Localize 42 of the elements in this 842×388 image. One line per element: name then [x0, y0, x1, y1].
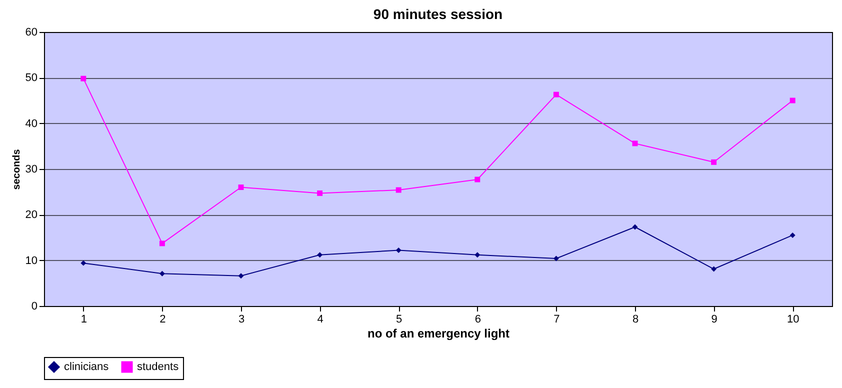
point — [317, 190, 323, 196]
y-tick-label: 20 — [25, 209, 38, 222]
point — [553, 256, 559, 262]
point — [632, 224, 638, 230]
legend-label: students — [137, 361, 180, 373]
x-tick-label: 7 — [554, 314, 560, 326]
point — [711, 159, 717, 165]
point — [396, 248, 402, 254]
x-tick-label: 5 — [396, 314, 402, 326]
chart-title: 90 minutes session — [373, 6, 503, 22]
point — [553, 92, 559, 98]
y-tick-label: 50 — [25, 72, 38, 84]
point — [159, 240, 165, 246]
y-axis-title: seconds — [11, 148, 22, 190]
point — [396, 187, 402, 193]
y-tick-label: 0 — [31, 300, 38, 312]
point — [80, 260, 86, 266]
point — [317, 252, 323, 258]
x-tick-label: 9 — [711, 314, 718, 326]
x-tick-label: 8 — [632, 314, 639, 326]
y-tick-label: 30 — [25, 164, 38, 176]
x-tick-label: 2 — [160, 314, 166, 326]
point — [790, 232, 796, 238]
x-tick-label: 1 — [80, 314, 87, 326]
point — [80, 76, 86, 82]
point — [790, 98, 796, 104]
x-tick-label: 3 — [238, 314, 245, 326]
point — [474, 252, 480, 258]
y-tick-label: 60 — [25, 26, 38, 38]
x-axis-title: no of an emergency light — [367, 326, 510, 340]
y-tick-label: 40 — [25, 118, 38, 130]
point — [238, 273, 244, 279]
point — [632, 140, 638, 146]
y-tick-label: 10 — [25, 254, 38, 267]
point — [159, 270, 165, 276]
x-tick-label: 6 — [474, 314, 481, 326]
point — [238, 184, 244, 190]
point — [711, 266, 717, 272]
x-tick-label: 4 — [317, 314, 324, 326]
point — [474, 176, 480, 182]
legend-label: clinicians — [64, 361, 110, 373]
x-tick-label: 10 — [786, 314, 800, 326]
